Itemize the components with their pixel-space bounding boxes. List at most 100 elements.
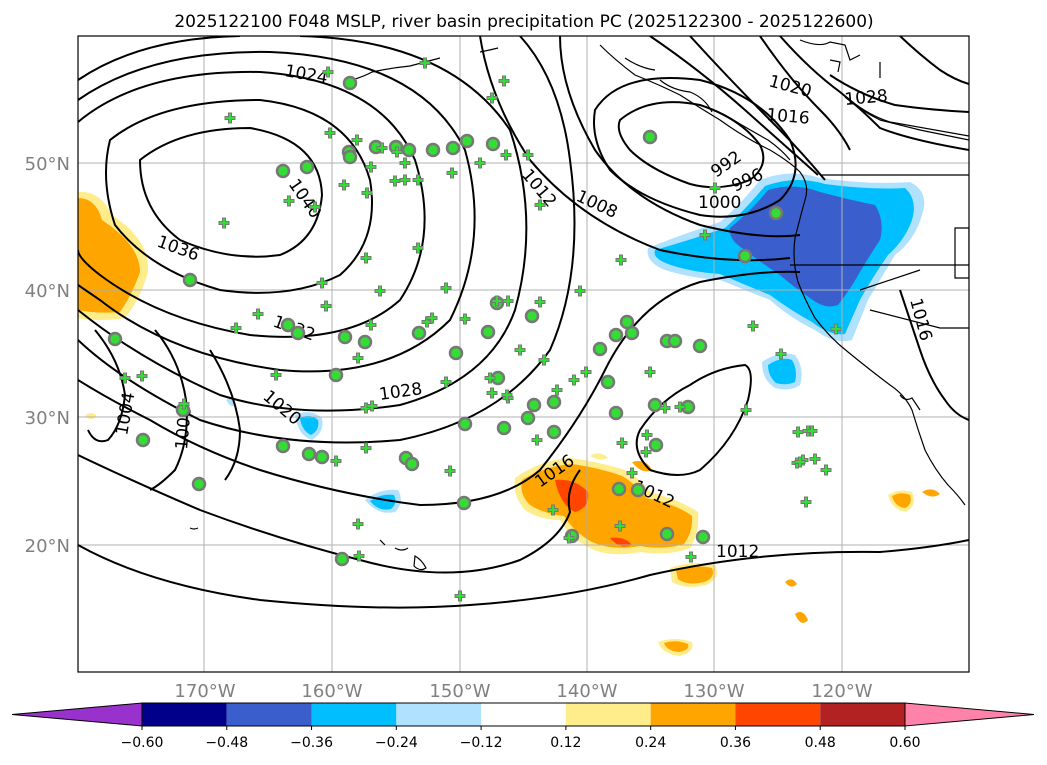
station-marker-plus (351, 134, 363, 146)
station-marker-plus (322, 66, 334, 78)
station-marker-plus (353, 550, 365, 562)
station-marker-circle (457, 416, 473, 432)
lon-label: 140°W (556, 681, 617, 702)
contour-label: 1028 (844, 86, 889, 110)
station-marker-plus (412, 242, 424, 254)
station-marker-plus (659, 402, 671, 414)
station-marker-plus (641, 429, 653, 441)
station-marker-plus (283, 195, 295, 207)
station-marker-plus (616, 437, 628, 449)
station-marker-plus (365, 161, 377, 173)
station-marker-circle (275, 163, 291, 179)
station-marker-plus (794, 456, 806, 468)
station-marker-circle (314, 449, 330, 465)
station-marker-plus (820, 464, 832, 476)
station-marker-circle (334, 551, 350, 567)
colorbar-outline (141, 702, 906, 727)
lon-label: 130°W (683, 681, 744, 702)
colorbar-tick-label: 0.24 (635, 735, 666, 751)
station-marker-circle (520, 410, 536, 426)
colorbar-tick-label: 0.60 (889, 735, 920, 751)
station-marker-plus (119, 372, 131, 384)
colorbar-segment (735, 703, 821, 726)
station-marker-plus (644, 366, 656, 378)
station-marker-plus (626, 467, 638, 479)
colorbar-tick-label: 0.48 (805, 735, 836, 751)
station-marker-circle (290, 325, 306, 341)
station-marker-circle (592, 341, 608, 357)
colorbar (11, 702, 1035, 727)
station-marker-circle (692, 338, 708, 354)
station-marker-circle (135, 432, 151, 448)
station-marker-plus (224, 112, 236, 124)
station-marker-circle (107, 331, 123, 347)
station-marker-plus (412, 174, 424, 186)
station-marker-plus (551, 384, 563, 396)
station-marker-plus (218, 217, 230, 229)
station-marker-plus (486, 92, 498, 104)
station-marker-plus (459, 313, 471, 325)
station-marker-circle (425, 142, 441, 158)
station-marker-circle (342, 149, 358, 165)
station-marker-plus (419, 57, 431, 69)
station-marker-plus (531, 434, 543, 446)
station-marker-plus (365, 319, 377, 331)
station-marker-plus (792, 426, 804, 438)
station-marker-plus (806, 425, 818, 437)
station-marker-circle (630, 482, 646, 498)
station-marker-circle (337, 329, 353, 345)
station-marker-circle (342, 75, 358, 91)
station-marker-circle (695, 529, 711, 545)
lat-label: 40°N (25, 281, 70, 302)
station-marker-circle (524, 308, 540, 324)
station-marker-plus (709, 182, 721, 194)
station-marker-circle (301, 446, 317, 462)
station-marker-plus (486, 387, 498, 399)
station-marker-circle (404, 456, 420, 472)
station-marker-plus (376, 142, 388, 154)
colorbar-extend-high (904, 702, 1035, 727)
colorbar-segment (142, 703, 227, 726)
station-marker-plus (538, 354, 550, 366)
station-marker-circle (611, 481, 627, 497)
station-marker-plus (500, 149, 512, 161)
colorbar-segment (226, 703, 312, 726)
station-marker-circle (485, 136, 501, 152)
lat-label: 30°N (25, 408, 70, 429)
station-marker-circle (608, 405, 624, 421)
station-marker-plus (809, 453, 821, 465)
station-marker-plus (391, 146, 403, 158)
station-marker-plus (502, 295, 514, 307)
station-marker-circle (608, 327, 624, 343)
station-marker-plus (740, 404, 752, 416)
station-marker-circle (667, 333, 683, 349)
precip-shading (78, 173, 940, 656)
station-marker-plus (474, 157, 486, 169)
colorbar-ticks: −0.60 −0.48 −0.36 −0.24 −0.12 0.12 0.24 0.36 0.4… (121, 726, 921, 751)
station-marker-circle (191, 476, 207, 492)
lat-label: 20°N (25, 536, 70, 557)
lon-label: 120°W (811, 681, 872, 702)
station-marker-plus (330, 455, 342, 467)
contour-label: 1012 (716, 542, 759, 562)
colorbar-segment (820, 703, 905, 726)
station-marker-plus (270, 369, 282, 381)
station-marker-plus (830, 323, 842, 335)
station-marker-plus (674, 401, 686, 413)
station-marker-plus (534, 296, 546, 308)
station-marker-plus (352, 352, 364, 364)
station-marker-circle (496, 420, 512, 436)
station-marker-circle (648, 437, 664, 453)
colorbar-extend-low (11, 702, 143, 727)
station-marker-plus (366, 400, 378, 412)
station-marker-circle (182, 272, 198, 288)
station-marker-plus (547, 504, 559, 516)
station-marker-plus (800, 496, 812, 508)
station-marker-circle (275, 438, 291, 454)
station-marker-plus (338, 179, 350, 191)
station-marker-plus (252, 308, 264, 320)
station-marker-circle (448, 345, 464, 361)
station-marker-circle (737, 248, 753, 264)
lon-label: 170°W (174, 681, 235, 702)
colorbar-segment (481, 703, 566, 726)
